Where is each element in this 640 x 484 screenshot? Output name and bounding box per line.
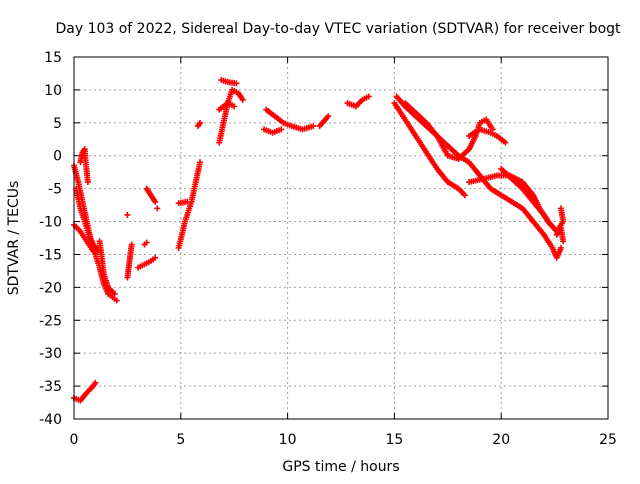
series-arc-4 bbox=[77, 146, 91, 186]
series-arc-7 bbox=[124, 241, 135, 281]
series-arc-6 bbox=[71, 379, 99, 404]
plot-border bbox=[73, 56, 609, 420]
series-arc-10 bbox=[141, 239, 150, 248]
y-tick-label: -20 bbox=[39, 280, 62, 296]
data-point bbox=[502, 139, 509, 146]
data-point bbox=[152, 198, 159, 205]
data-point bbox=[233, 80, 240, 87]
series-arc-18 bbox=[216, 100, 238, 113]
data-point bbox=[197, 159, 204, 166]
x-tick-label: 20 bbox=[492, 432, 510, 448]
series-arc-23 bbox=[393, 93, 565, 261]
y-tick-label: -5 bbox=[48, 182, 62, 198]
data-series bbox=[71, 77, 567, 404]
series-arc-12 bbox=[154, 205, 161, 212]
x-tick-label: 15 bbox=[385, 432, 403, 448]
x-tick-label: 5 bbox=[176, 432, 185, 448]
data-point bbox=[231, 103, 238, 110]
y-tick-label: -25 bbox=[39, 313, 62, 329]
data-point bbox=[278, 126, 285, 133]
series-arc-5 bbox=[96, 238, 118, 297]
x-tick-label: 0 bbox=[70, 432, 79, 448]
series-arc-25 bbox=[402, 100, 496, 163]
chart-title: Day 103 of 2022, Sidereal Day-to-day VTE… bbox=[55, 21, 621, 37]
x-tick-label: 10 bbox=[279, 432, 297, 448]
axes: 0 5 10 15 20 25 15 10 5 0 -5 -10 -15 -20 -25 -30 -35 -40 bbox=[39, 50, 617, 448]
data-point bbox=[461, 192, 468, 199]
series-arc-8 bbox=[124, 211, 131, 218]
data-point bbox=[239, 96, 246, 103]
data-point bbox=[113, 297, 120, 304]
data-point bbox=[547, 221, 554, 228]
data-point bbox=[143, 239, 150, 246]
data-point bbox=[197, 119, 204, 126]
x-tick-label: 25 bbox=[599, 432, 617, 448]
series-arc-24 bbox=[391, 100, 468, 199]
series-arc-14 bbox=[175, 198, 191, 207]
data-point bbox=[128, 241, 135, 248]
series-arc-22 bbox=[344, 93, 372, 110]
series-arc-26 bbox=[466, 126, 509, 146]
data-point bbox=[560, 238, 567, 245]
y-tick-label: 5 bbox=[53, 116, 62, 132]
data-point bbox=[111, 290, 118, 297]
series-arc-3 bbox=[71, 221, 101, 255]
series-arc-29 bbox=[553, 225, 567, 245]
data-point bbox=[365, 93, 372, 100]
series-arc-9 bbox=[135, 254, 159, 271]
data-point bbox=[558, 205, 565, 212]
y-tick-label: -15 bbox=[39, 247, 62, 263]
data-point bbox=[152, 254, 159, 261]
data-point bbox=[310, 123, 317, 130]
data-point bbox=[325, 113, 332, 120]
series-arc-20 bbox=[261, 126, 285, 136]
data-point bbox=[558, 244, 565, 251]
data-point bbox=[84, 179, 91, 186]
y-tick-label: -40 bbox=[39, 412, 62, 428]
series-arc-13 bbox=[175, 159, 204, 251]
y-tick-label: 0 bbox=[53, 149, 62, 165]
series-arc-28 bbox=[498, 165, 554, 228]
data-point bbox=[124, 211, 131, 218]
x-axis-label: GPS time / hours bbox=[282, 459, 399, 475]
y-tick-label: 10 bbox=[44, 83, 62, 99]
series-arc-17 bbox=[218, 77, 240, 87]
y-tick-label: 15 bbox=[44, 50, 62, 66]
data-point bbox=[154, 205, 161, 212]
series-arc-11 bbox=[143, 185, 159, 205]
y-tick-label: -10 bbox=[39, 215, 62, 231]
series-arc-19 bbox=[263, 106, 317, 133]
y-axis-label: SDTVAR / TECUs bbox=[6, 181, 22, 296]
y-tick-label: -35 bbox=[39, 379, 62, 395]
series-arc-2 bbox=[73, 185, 101, 255]
series-arc-15 bbox=[194, 119, 204, 130]
data-point bbox=[92, 379, 99, 386]
series-arc-16 bbox=[216, 86, 246, 146]
y-tick-label: -30 bbox=[39, 346, 62, 362]
grid bbox=[74, 57, 608, 419]
series-arc-21 bbox=[316, 113, 332, 130]
data-point bbox=[184, 198, 191, 205]
series-arc-1 bbox=[71, 162, 120, 304]
